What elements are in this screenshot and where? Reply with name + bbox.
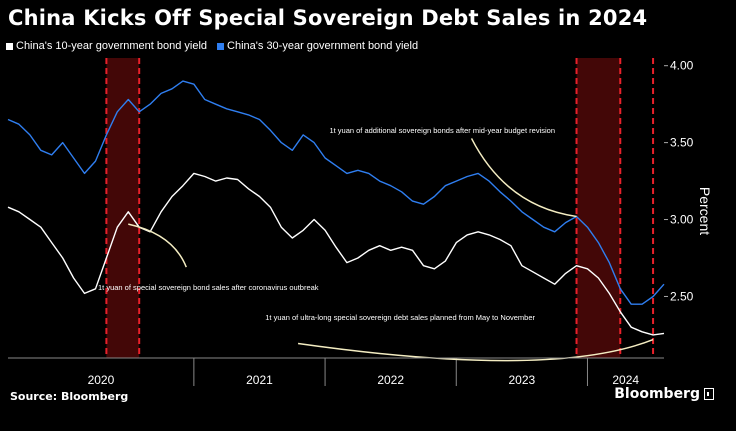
bloomberg-icon [704, 388, 714, 400]
legend-item-30y: China's 30-year government bond yield [217, 40, 418, 52]
brand-name: Bloomberg [614, 386, 700, 402]
annotation-arrow-2 [297, 338, 654, 362]
year-boundaries [193, 358, 588, 386]
brand-logo: Bloomberg [614, 386, 714, 402]
legend-label-30y: China's 30-year government bond yield [227, 40, 419, 52]
annotations: 1t yuan of special sovereign bond sales … [98, 126, 654, 362]
x-tick-label-1: 2021 [246, 373, 273, 387]
annotation-arrow-1 [470, 138, 577, 218]
y-tick-label-3: 2.50 [670, 289, 694, 303]
shaded-periods [105, 58, 622, 358]
source-note: Source: Bloomberg [10, 390, 129, 403]
x-tick-label-3: 2023 [509, 373, 536, 387]
annotation-text-1: 1t yuan of additional sovereign bonds af… [329, 126, 555, 135]
x-axis-ticks: 2020 2021 2022 2023 2024 [88, 373, 640, 387]
series-line-0 [7, 172, 665, 336]
legend-label-10y: China's 10-year government bond yield [16, 40, 208, 52]
shaded-period-0 [106, 58, 140, 358]
legend: China's 10-year government bond yield Ch… [6, 40, 418, 52]
x-tick-label-0: 2020 [88, 373, 115, 387]
chart-title: China Kicks Off Special Sovereign Debt S… [8, 6, 648, 30]
legend-item-10y: China's 10-year government bond yield [6, 40, 207, 52]
x-tick-label-4: 2024 [612, 373, 639, 387]
series-line-1 [7, 80, 665, 305]
series-lines [7, 80, 665, 336]
annotation-text-0: 1t yuan of special sovereign bond sales … [98, 283, 319, 292]
y-tick-label-0: 4.00 [670, 59, 694, 73]
shaded-period-1 [576, 58, 621, 358]
y-axis-label: Percent [697, 187, 713, 235]
y-tick-label-1: 3.50 [670, 136, 694, 150]
legend-swatch-10y [6, 42, 13, 50]
legend-swatch-30y [217, 42, 225, 50]
x-tick-label-2: 2022 [377, 373, 404, 387]
annotation-arrow-0 [128, 223, 187, 268]
y-tick-label-2: 3.00 [670, 213, 694, 227]
y-axis-ticks: 4.00 3.50 3.00 2.50 [664, 59, 694, 303]
annotation-text-2: 1t yuan of ultra-long special sovereign … [265, 313, 535, 322]
